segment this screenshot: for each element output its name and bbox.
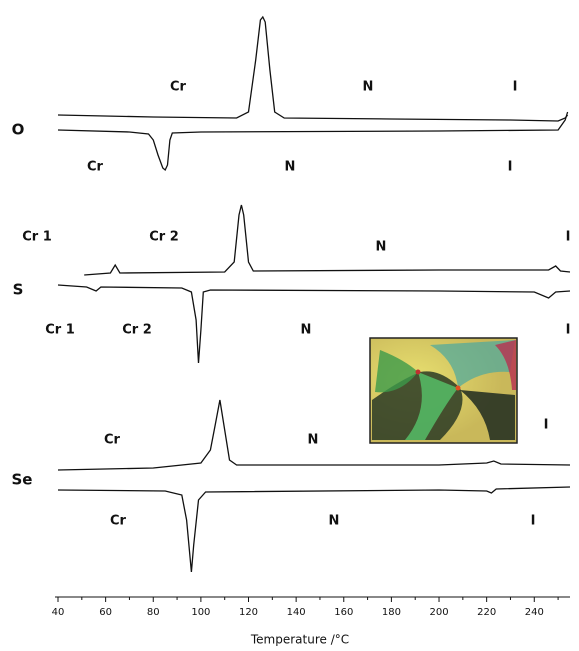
phase-label: I <box>566 323 571 338</box>
x-tick-label: 240 <box>525 607 544 618</box>
compound-label: O <box>12 121 25 139</box>
phase-label: I <box>544 418 549 433</box>
dsc-trace <box>58 112 568 170</box>
x-tick-label: 80 <box>147 607 160 618</box>
x-tick-label: 220 <box>477 607 496 618</box>
x-tick-label: 180 <box>382 607 401 618</box>
phase-label: Cr 1 <box>45 323 75 338</box>
phase-label: I <box>566 230 571 245</box>
compound-label: Se <box>12 471 33 489</box>
phase-label: N <box>329 514 340 529</box>
phase-label: N <box>285 160 296 175</box>
phase-label: N <box>301 323 312 338</box>
x-tick-label: 40 <box>52 607 65 618</box>
x-tick-label: 200 <box>429 607 448 618</box>
x-tick-label: 100 <box>191 607 210 618</box>
phase-label: N <box>363 80 374 95</box>
phase-label: Cr <box>170 80 187 95</box>
phase-label: Cr 2 <box>149 230 179 245</box>
x-tick-label: 120 <box>239 607 258 618</box>
phase-label: Cr 2 <box>122 323 152 338</box>
phase-label: Cr 1 <box>22 230 52 245</box>
chart: Temperature /°C 40 60 80 100 120 140 160 180 200… <box>0 0 579 651</box>
x-axis-label: Temperature /°C <box>250 633 349 647</box>
phase-label: I <box>508 160 513 175</box>
x-tick-label: 140 <box>287 607 306 618</box>
inset-micrograph <box>370 338 517 443</box>
compound-label: S <box>13 281 24 299</box>
phase-label: Cr <box>104 433 121 448</box>
phase-label: I <box>531 514 536 529</box>
phase-label: Cr <box>87 160 104 175</box>
dsc-trace <box>58 17 568 121</box>
phase-label: N <box>308 433 319 448</box>
x-tick-label: 160 <box>334 607 353 618</box>
dsc-trace <box>58 487 570 572</box>
phase-label: Cr <box>110 514 127 529</box>
x-tick-label: 60 <box>99 607 112 618</box>
phase-label: N <box>376 240 387 255</box>
phase-label: I <box>513 80 518 95</box>
